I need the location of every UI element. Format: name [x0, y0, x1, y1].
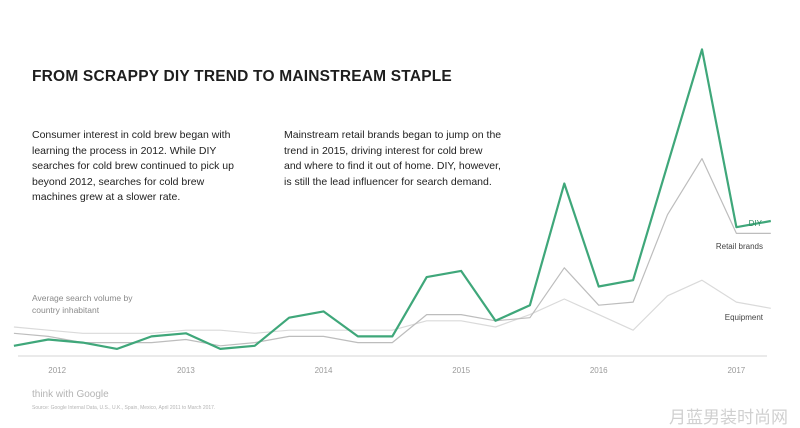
- series-line-retail-brands: [13, 158, 771, 347]
- x-tick-label: 2017: [727, 366, 745, 375]
- legend-label-retail-brands: Retail brands: [716, 242, 763, 251]
- series-line-equipment: [13, 279, 771, 334]
- legend-label-diy: DIY: [749, 219, 763, 228]
- source-note: Source: Google Internal Data, U.S., U.K.…: [32, 405, 216, 411]
- brand-logo-text: think with Google: [32, 389, 109, 400]
- x-tick-label: 2012: [48, 366, 66, 375]
- x-tick-label: 2014: [315, 366, 333, 375]
- x-tick-label: 2015: [452, 366, 470, 375]
- y-axis-label: Average search volume by country inhabit…: [32, 293, 133, 315]
- x-tick-label: 2013: [177, 366, 195, 375]
- x-tick-label: 2016: [590, 366, 608, 375]
- intro-paragraph-left: Consumer interest in cold brew began wit…: [32, 129, 234, 203]
- chart-title: FROM SCRAPPY DIY TREND TO MAINSTREAM STA…: [32, 68, 452, 85]
- series-line-diy: [13, 48, 771, 350]
- watermark: 月蓝男装时尚网: [669, 408, 788, 427]
- legend-label-equipment: Equipment: [725, 313, 764, 322]
- intro-paragraph-right: Mainstream retail brands began to jump o…: [284, 129, 502, 188]
